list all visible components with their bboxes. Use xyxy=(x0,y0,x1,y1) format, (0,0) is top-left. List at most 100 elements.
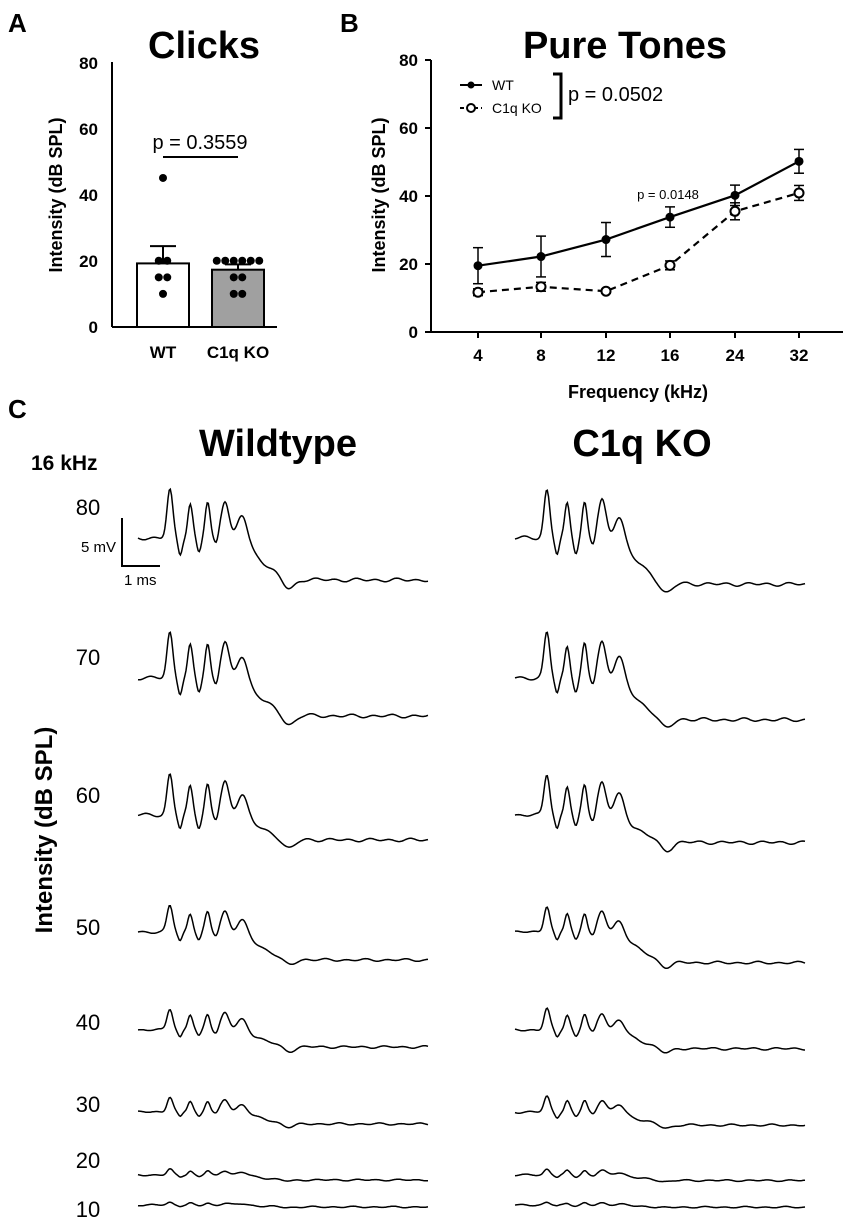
clicks-point-c1q-ko xyxy=(229,273,238,282)
clicks-point-c1q-ko xyxy=(238,289,247,298)
pure-tones-x-ticks: 4 8 12 16 24 32 xyxy=(473,346,808,365)
clicks-y-tick-80: 80 xyxy=(79,54,98,73)
pure-tones-point-wt xyxy=(601,235,611,245)
abr-y-axis-label: Intensity (dB SPL) xyxy=(31,727,58,934)
clicks-bar-c1q-ko xyxy=(211,268,265,329)
panel-letter-b: B xyxy=(340,8,359,38)
pure-tones-overall-p-value: p = 0.0502 xyxy=(568,84,663,106)
clicks-title: Clicks xyxy=(148,25,260,67)
clicks-point-wt xyxy=(154,273,163,282)
abr-trace-c1q-ko-40 xyxy=(514,1007,805,1054)
clicks-p-value: p = 0.3559 xyxy=(152,132,247,154)
clicks-point-c1q-ko xyxy=(229,289,238,298)
pure-tones-point-wt xyxy=(665,212,675,222)
clicks-point-wt xyxy=(159,173,167,182)
scale-bar-lines xyxy=(121,518,160,567)
clicks-point-c1q-ko xyxy=(255,256,264,265)
abr-trace-c1q-ko-80 xyxy=(514,489,806,593)
clicks-y-tick-0: 0 xyxy=(89,318,98,337)
abr-trace-wildtype-60 xyxy=(137,773,429,848)
pure-tones-y-ticks: 0 20 40 60 80 xyxy=(399,51,418,342)
clicks-y-ticks: 0 20 40 60 80 xyxy=(79,54,98,337)
panel-b: B Pure Tones Intensity (dB SPL) 0 20 40 … xyxy=(340,8,843,402)
abr-trace-wildtype-50 xyxy=(137,905,428,966)
clicks-y-tick-60: 60 xyxy=(79,120,98,139)
abr-title-c1q-ko: C1q KO xyxy=(572,423,711,465)
abr-level-40: 40 xyxy=(76,1010,100,1035)
abr-trace-c1q-ko-10 xyxy=(514,1201,806,1209)
clicks-point-wt xyxy=(159,289,167,298)
pure-tones-marks xyxy=(425,59,805,338)
abr-level-80: 80 xyxy=(76,495,100,520)
clicks-point-wt xyxy=(163,273,172,282)
pure-tones-point-c1q-ko xyxy=(664,259,676,271)
abr-frequency-label: 16 kHz xyxy=(31,452,98,475)
abr-trace-wildtype-20 xyxy=(137,1168,428,1182)
pure-tones-line-c1q-ko xyxy=(477,191,800,294)
legend-wt-label: WT xyxy=(492,77,514,93)
pure-tones-x-tick-24: 24 xyxy=(726,346,745,365)
pure-tones-point-wt xyxy=(536,252,546,262)
legend-c1q-ko-label: C1q KO xyxy=(492,100,542,116)
clicks-point-wt xyxy=(154,256,163,265)
clicks-point-c1q-ko xyxy=(246,256,255,265)
pure-tones-x-tick-12: 12 xyxy=(597,346,616,365)
pure-tones-16khz-p-value: p = 0.0148 xyxy=(637,187,699,202)
abr-c1q-ko-traces xyxy=(514,489,806,1209)
abr-level-labels: 80 70 60 50 40 30 20 10 xyxy=(76,495,100,1222)
pure-tones-x-axis-label: Frequency (kHz) xyxy=(568,382,708,402)
panel-letter-c: C xyxy=(8,394,27,424)
panel-letter-a: A xyxy=(8,8,27,38)
pure-tones-y-tick-40: 40 xyxy=(399,187,418,206)
abr-trace-c1q-ko-70 xyxy=(514,631,806,728)
pure-tones-point-c1q-ko xyxy=(535,281,547,293)
pure-tones-point-c1q-ko xyxy=(600,285,612,297)
pure-tones-point-c1q-ko xyxy=(472,286,484,298)
legend-bracket xyxy=(553,72,563,120)
pure-tones-legend: WT C1q KO p = 0.0502 xyxy=(460,72,663,120)
abr-trace-wildtype-30 xyxy=(138,1096,429,1129)
clicks-y-tick-40: 40 xyxy=(79,186,98,205)
abr-trace-c1q-ko-60 xyxy=(514,774,806,853)
abr-trace-wildtype-10 xyxy=(137,1201,429,1209)
clicks-point-wt xyxy=(163,256,172,265)
clicks-category-wt: WT xyxy=(150,343,177,362)
abr-trace-wildtype-70 xyxy=(137,631,429,726)
abr-trace-c1q-ko-30 xyxy=(514,1095,806,1129)
clicks-category-c1q-ko: C1q KO xyxy=(207,343,269,362)
abr-trace-c1q-ko-20 xyxy=(514,1168,806,1183)
abr-scale-bar: 5 mV 1 ms xyxy=(81,518,160,589)
pure-tones-point-wt xyxy=(794,156,804,166)
legend-wt-marker xyxy=(467,81,475,89)
abr-title-wildtype: Wildtype xyxy=(199,423,357,465)
panel-a: A Clicks Intensity (dB SPL) 0 20 40 60 8… xyxy=(8,8,277,362)
pure-tones-x-tick-4: 4 xyxy=(473,346,483,365)
pure-tones-point-c1q-ko xyxy=(729,205,741,217)
legend-c1q-ko-marker xyxy=(466,103,476,113)
pure-tones-y-tick-60: 60 xyxy=(399,119,418,138)
clicks-y-axis-label: Intensity (dB SPL) xyxy=(46,117,66,272)
clicks-point-c1q-ko xyxy=(238,273,247,282)
pure-tones-point-wt xyxy=(473,261,483,271)
abr-trace-wildtype-40 xyxy=(137,1008,429,1054)
abr-level-60: 60 xyxy=(76,783,100,808)
pure-tones-y-tick-20: 20 xyxy=(399,255,418,274)
pure-tones-point-wt xyxy=(730,190,740,200)
abr-level-20: 20 xyxy=(76,1148,100,1173)
abr-level-70: 70 xyxy=(76,645,100,670)
clicks-point-c1q-ko xyxy=(221,256,230,265)
pure-tones-y-tick-0: 0 xyxy=(409,323,418,342)
clicks-point-c1q-ko xyxy=(238,256,247,265)
pure-tones-y-axis-label: Intensity (dB SPL) xyxy=(369,117,389,272)
abr-level-10: 10 xyxy=(76,1197,100,1222)
abr-level-30: 30 xyxy=(76,1092,100,1117)
clicks-point-c1q-ko xyxy=(212,256,221,265)
scale-bar-voltage: 5 mV xyxy=(81,539,116,556)
abr-level-50: 50 xyxy=(76,915,100,940)
pure-tones-x-tick-32: 32 xyxy=(790,346,809,365)
pure-tones-y-tick-80: 80 xyxy=(399,51,418,70)
clicks-point-c1q-ko xyxy=(229,256,238,265)
abr-wildtype-traces xyxy=(137,487,429,1209)
scale-bar-time: 1 ms xyxy=(124,572,157,589)
